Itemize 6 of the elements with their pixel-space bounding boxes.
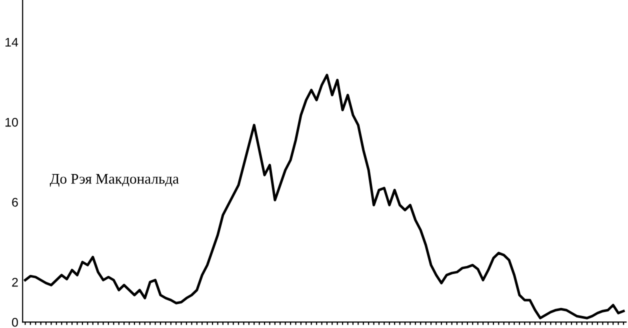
y-tick-label: 14 — [5, 38, 18, 47]
y-tick-label: 10 — [5, 118, 18, 127]
y-tick-label: 6 — [12, 198, 18, 207]
y-tick-label: 2 — [12, 278, 18, 287]
annotation: До Рэя Макдональда — [50, 174, 179, 187]
y-tick-label: 0 — [12, 318, 18, 327]
